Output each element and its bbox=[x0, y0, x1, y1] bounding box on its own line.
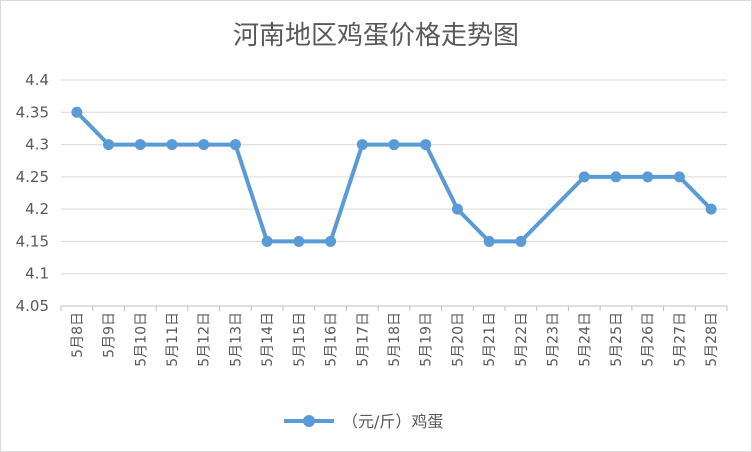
y-tick-label: 4.15 bbox=[16, 232, 49, 250]
data-point bbox=[134, 139, 146, 151]
x-tick-label: 5月14日 bbox=[260, 312, 276, 367]
x-tick-label: 5月15日 bbox=[292, 312, 308, 367]
data-point bbox=[705, 203, 717, 215]
y-tick-label: 4.05 bbox=[16, 297, 49, 315]
data-point bbox=[261, 235, 273, 247]
legend: （元/斤）鸡蛋 bbox=[284, 412, 443, 431]
x-tick-label: 5月10日 bbox=[133, 312, 149, 367]
y-tick-label: 4.35 bbox=[16, 103, 49, 121]
x-tick-label: 5月27日 bbox=[672, 312, 688, 367]
x-tick-label: 5月17日 bbox=[355, 312, 371, 367]
x-tick-label: 5月9日 bbox=[102, 312, 118, 358]
data-point bbox=[578, 171, 590, 183]
chart-title: 河南地区鸡蛋价格走势图 bbox=[233, 21, 519, 51]
data-point bbox=[642, 171, 654, 183]
data-point bbox=[103, 139, 115, 151]
y-tick-label: 4.4 bbox=[25, 71, 49, 89]
x-tick-label: 5月11日 bbox=[165, 312, 181, 367]
x-axis-tick-marks bbox=[60, 306, 728, 311]
data-point bbox=[325, 235, 337, 247]
x-tick-label: 5月13日 bbox=[228, 312, 244, 367]
data-point bbox=[166, 139, 178, 151]
data-point bbox=[515, 235, 527, 247]
x-tick-label: 5月22日 bbox=[514, 312, 530, 367]
data-point bbox=[673, 171, 685, 183]
y-axis-ticks: 4.05 4.1 4.15 4.2 4.25 4.3 4.35 4.4 bbox=[16, 71, 49, 315]
data-point bbox=[229, 139, 241, 151]
data-point bbox=[483, 235, 495, 247]
y-tick-label: 4.3 bbox=[25, 136, 49, 154]
data-point bbox=[356, 139, 368, 151]
data-point bbox=[198, 139, 210, 151]
x-tick-label: 5月19日 bbox=[419, 312, 435, 367]
data-point bbox=[71, 106, 83, 118]
data-point bbox=[451, 203, 463, 215]
x-tick-label: 5月20日 bbox=[450, 312, 466, 367]
x-tick-label: 5月16日 bbox=[324, 312, 340, 367]
data-point bbox=[610, 171, 622, 183]
y-tick-label: 4.2 bbox=[25, 200, 49, 218]
x-tick-label: 5月21日 bbox=[482, 312, 498, 367]
legend-marker bbox=[303, 415, 315, 427]
series-layer bbox=[71, 106, 717, 247]
x-tick-label: 5月12日 bbox=[197, 312, 213, 367]
data-point bbox=[420, 139, 432, 151]
x-tick-label: 5月24日 bbox=[577, 312, 593, 367]
y-tick-label: 4.25 bbox=[16, 168, 49, 186]
x-tick-label: 5月23日 bbox=[546, 312, 562, 367]
data-point bbox=[388, 139, 400, 151]
x-tick-label: 5月8日 bbox=[70, 312, 86, 358]
x-tick-label: 5月26日 bbox=[641, 312, 657, 367]
x-tick-label: 5月18日 bbox=[387, 312, 403, 367]
y-tick-label: 4.1 bbox=[25, 265, 49, 283]
legend-label: （元/斤）鸡蛋 bbox=[342, 412, 443, 431]
x-tick-label: 5月25日 bbox=[609, 312, 625, 367]
data-point bbox=[293, 235, 305, 247]
x-axis-tick-labels: 5月8日 5月9日 5月10日 5月11日 5月12日 5月13日 5月14日 5月15日 5月… bbox=[70, 312, 720, 367]
x-tick-label: 5月28日 bbox=[704, 312, 720, 367]
